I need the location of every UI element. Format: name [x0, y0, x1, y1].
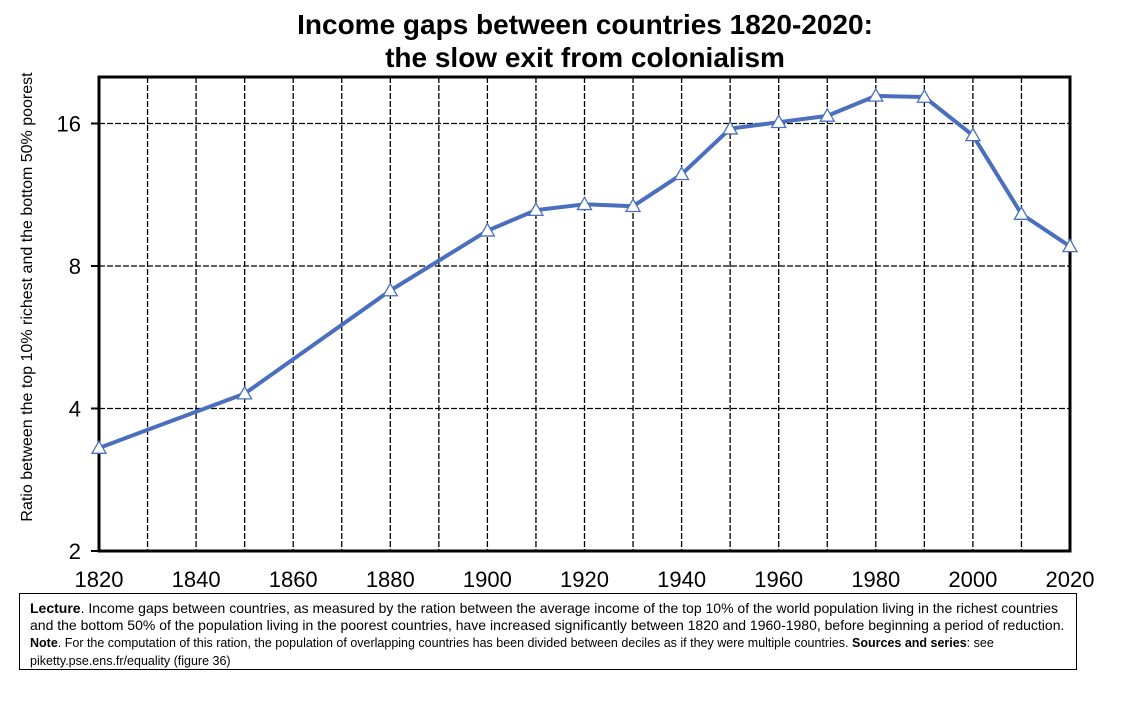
- lecture-note-box: Lecture. Income gaps between countries, …: [19, 593, 1077, 670]
- data-point-marker: [576, 195, 593, 211]
- x-tick-label: 1940: [657, 567, 706, 592]
- series-line: [98, 93, 1072, 450]
- data-point-marker: [722, 120, 739, 135]
- data-point-marker: [236, 385, 253, 400]
- x-tick-label: 1960: [754, 567, 803, 592]
- data-point-marker: [1013, 205, 1030, 220]
- data-point-marker: [819, 107, 836, 122]
- note-label: Note: [30, 636, 58, 650]
- data-point-marker: [90, 439, 108, 454]
- chart-title-line2: the slow exit from colonialism: [385, 42, 785, 73]
- x-tick-label: 1860: [269, 567, 318, 592]
- data-point-marker: [479, 222, 496, 237]
- y-tick-label: 16: [57, 112, 81, 137]
- data-point-marker: [673, 165, 690, 181]
- lecture-text: . Income gaps between countries, as meas…: [30, 600, 1065, 633]
- x-tick-label: 2020: [1046, 567, 1095, 592]
- chart-title: Income gaps between countries 1820-2020:…: [100, 8, 1070, 74]
- data-point-marker: [916, 88, 933, 103]
- x-tick-label: 1920: [560, 567, 609, 592]
- data-point-marker: [382, 282, 399, 297]
- x-tick-label: 2000: [948, 567, 997, 592]
- note-text: . For the computation of this ration, th…: [57, 636, 849, 650]
- line-chart: 2 4 8 16 1820 1840 1860 1880 1900 1920 1940 1960 19…: [57, 75, 1095, 592]
- chart-title-line1: Income gaps between countries 1820-2020:: [297, 9, 873, 40]
- data-point-marker: [964, 127, 982, 142]
- x-tick-label: 1840: [172, 567, 221, 592]
- x-tick-label: 1900: [463, 567, 512, 592]
- y-tick-label: 4: [69, 397, 81, 422]
- sources-label: Sources and series: [852, 636, 967, 650]
- data-point-marker: [624, 197, 642, 213]
- y-tick-label: 2: [69, 539, 81, 564]
- x-tick-label: 1880: [366, 567, 415, 592]
- data-point-marker: [867, 87, 884, 102]
- plot-frame: [97, 75, 1072, 553]
- data-point-marker: [770, 113, 787, 129]
- lecture-label: Lecture: [30, 600, 81, 616]
- data-point-marker: [527, 201, 545, 216]
- y-tick-label: 8: [69, 254, 81, 279]
- x-tick-label: 1820: [75, 567, 124, 592]
- x-tick-label: 1980: [851, 567, 900, 592]
- sources-text: : see piketty.pse.ens.fr/equality (figur…: [30, 636, 994, 668]
- data-point-marker: [1061, 238, 1079, 253]
